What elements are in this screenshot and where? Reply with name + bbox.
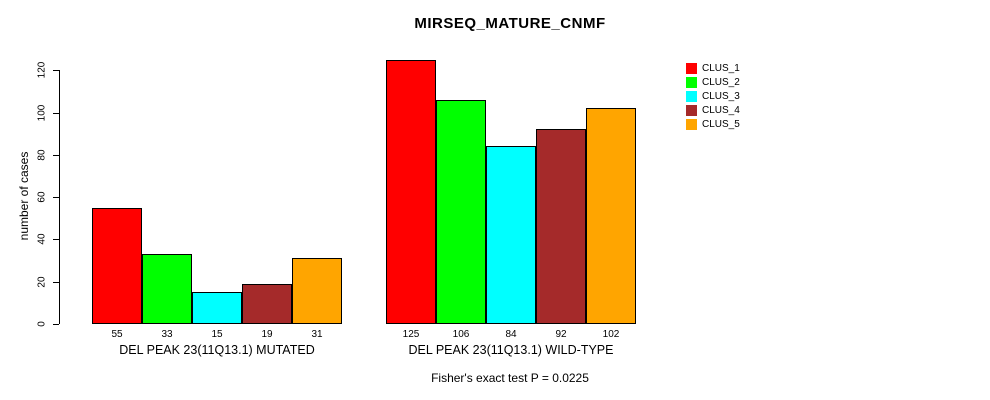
legend-swatch-icon: [686, 119, 697, 130]
bar-clus_1: [92, 207, 142, 324]
legend-swatch-icon: [686, 91, 697, 102]
legend-item: CLUS_2: [686, 77, 740, 88]
bar-clus_2: [436, 99, 486, 324]
y-tick: [53, 281, 59, 283]
legend-swatch-icon: [686, 63, 697, 74]
bar-value-label: 19: [261, 329, 273, 340]
legend-item: CLUS_3: [686, 91, 740, 102]
bar-clus_3: [192, 292, 242, 324]
legend-item: CLUS_4: [686, 105, 740, 116]
legend-swatch-icon: [686, 105, 697, 116]
group-label: DEL PEAK 23(11Q13.1) WILD-TYPE: [408, 343, 614, 357]
y-tick-label: 80: [36, 149, 48, 161]
legend-item: CLUS_1: [686, 63, 740, 74]
y-tick-label: 40: [36, 233, 48, 245]
bar-value-label: 31: [311, 329, 323, 340]
y-axis-label: number of cases: [17, 151, 31, 241]
legend-label: CLUS_1: [702, 63, 740, 74]
legend-label: CLUS_4: [702, 105, 740, 116]
legend-label: CLUS_2: [702, 77, 740, 88]
bar-value-label: 55: [111, 329, 123, 340]
bar-clus_5: [292, 258, 342, 324]
legend: CLUS_1 CLUS_2 CLUS_3 CLUS_4 CLUS_5: [686, 63, 740, 130]
legend-swatch-icon: [686, 77, 697, 88]
chart-title: MIRSEQ_MATURE_CNMF: [414, 15, 606, 32]
legend-label: CLUS_5: [702, 119, 740, 130]
bar-clus_4: [242, 283, 292, 324]
y-tick: [53, 239, 59, 241]
y-tick-label: 0: [36, 321, 48, 327]
bar-clus_2: [142, 254, 192, 324]
y-tick: [53, 324, 59, 325]
bar-value-label: 15: [211, 329, 223, 340]
bar-value-label: 125: [402, 329, 420, 340]
bar-value-label: 106: [452, 329, 470, 340]
y-tick: [53, 70, 59, 72]
bar-value-label: 33: [161, 329, 173, 340]
y-tick: [53, 112, 59, 114]
y-tick-label: 60: [36, 191, 48, 203]
bar-value-label: 102: [602, 329, 620, 340]
y-tick-label: 120: [36, 61, 48, 79]
bar-value-label: 92: [555, 329, 567, 340]
y-tick: [53, 197, 59, 199]
bar-clus_4: [536, 129, 586, 324]
group-label: DEL PEAK 23(11Q13.1) MUTATED: [119, 343, 315, 357]
fisher-test-annotation: Fisher's exact test P = 0.0225: [431, 371, 589, 385]
bar-clus_1: [386, 59, 436, 324]
bar-value-label: 84: [505, 329, 517, 340]
y-axis-line: [59, 70, 60, 324]
legend-label: CLUS_3: [702, 91, 740, 102]
bar-clus_5: [586, 108, 636, 324]
y-tick-label: 20: [36, 276, 48, 288]
y-tick-label: 100: [36, 104, 48, 121]
legend-item: CLUS_5: [686, 119, 740, 130]
y-tick: [53, 154, 59, 156]
bar-clus_3: [486, 146, 536, 324]
